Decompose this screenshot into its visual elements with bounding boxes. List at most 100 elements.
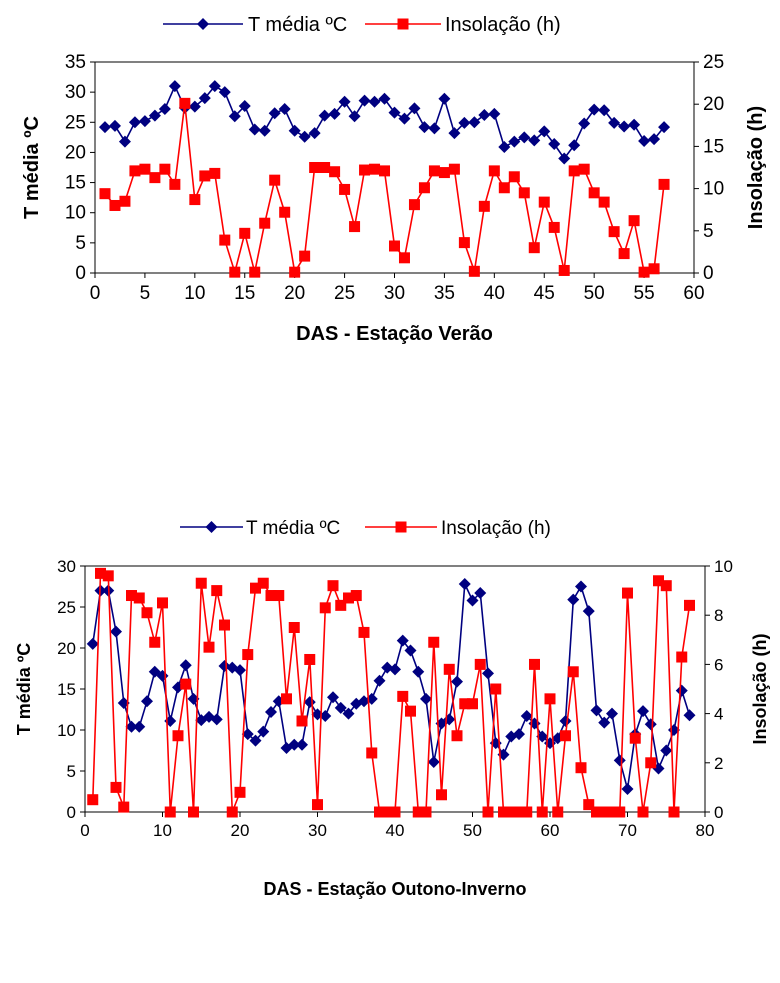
x-tick-label: 20 — [284, 283, 305, 304]
y2-tick-label: 4 — [714, 705, 723, 724]
y2-tick-label: 8 — [714, 606, 723, 625]
data-point-square — [203, 641, 215, 653]
data-point-square — [126, 590, 137, 602]
data-point-diamond — [308, 127, 321, 140]
data-point-diamond — [613, 754, 626, 767]
data-point-diamond — [288, 124, 301, 137]
data-point-square — [172, 730, 184, 742]
series-insolacao — [99, 97, 670, 278]
data-point-square — [598, 806, 610, 818]
x-tick-label: 30 — [384, 283, 405, 304]
data-point-diamond — [327, 691, 339, 704]
y2-axis-title: Insolação (h) — [745, 106, 767, 229]
data-point-square — [319, 162, 331, 173]
legend-entry: Insolação (h) — [365, 14, 561, 36]
data-point-square — [209, 167, 221, 179]
data-point-square — [229, 266, 241, 278]
data-point-square — [366, 747, 378, 759]
x-axis-title: DAS - Estação Outono-Inverno — [263, 879, 526, 899]
data-point-square — [606, 806, 618, 818]
data-point-diamond — [318, 109, 331, 122]
x-tick-label: 55 — [634, 283, 655, 304]
data-point-diamond — [575, 580, 587, 593]
y-axis-title: T média ºC — [14, 643, 34, 736]
y-tick-label: 0 — [75, 263, 86, 284]
data-point-diamond — [381, 661, 394, 674]
x-tick-label: 70 — [618, 821, 637, 840]
x-tick-label: 50 — [463, 821, 482, 840]
data-point-diamond — [188, 100, 201, 113]
data-point-diamond — [408, 102, 421, 115]
data-point-diamond — [608, 116, 621, 129]
data-point-square — [242, 649, 254, 661]
y-tick-label: 30 — [57, 557, 76, 576]
data-point-diamond — [141, 695, 153, 708]
data-point-diamond — [621, 783, 634, 796]
data-point-diamond — [378, 92, 391, 105]
data-point-square — [567, 666, 579, 678]
data-point-square — [381, 806, 393, 818]
x-tick-label: 80 — [696, 821, 715, 840]
x-tick-label: 20 — [231, 821, 250, 840]
data-point-square — [149, 172, 161, 184]
data-point-diamond — [258, 124, 271, 137]
x-tick-label: 10 — [184, 283, 205, 304]
y2-tick-label: 20 — [703, 94, 724, 115]
y2-tick-label: 5 — [703, 221, 714, 242]
data-point-diamond — [567, 593, 580, 606]
data-point-square — [676, 651, 688, 663]
data-point-diamond — [498, 141, 511, 154]
data-point-square — [273, 590, 285, 602]
data-point-square — [560, 730, 571, 742]
legend-entry: T média ºC — [180, 518, 340, 539]
data-point-square — [405, 705, 416, 717]
data-point-diamond — [588, 103, 601, 116]
data-point-square — [618, 248, 630, 260]
data-point-square — [438, 167, 450, 179]
x-tick-label: 40 — [386, 821, 405, 840]
data-point-square — [102, 570, 114, 582]
data-point-square — [133, 592, 145, 604]
y-tick-label: 30 — [65, 82, 86, 103]
series-line — [104, 103, 665, 276]
y-tick-label: 10 — [65, 203, 86, 224]
data-point-diamond — [265, 705, 277, 718]
data-point-diamond — [133, 720, 146, 733]
data-point-square — [288, 622, 300, 633]
data-point-diamond — [427, 755, 440, 768]
data-point-square — [614, 806, 626, 818]
data-point-diamond — [548, 137, 561, 150]
data-point-diamond — [675, 684, 688, 697]
data-point-diamond — [683, 709, 696, 722]
y2-tick-label: 0 — [703, 263, 714, 284]
data-point-diamond — [518, 131, 531, 144]
y-tick-label: 5 — [75, 233, 86, 254]
y-tick-label: 20 — [65, 142, 86, 163]
data-point-diamond — [278, 103, 291, 116]
x-tick-label: 35 — [434, 283, 455, 304]
series-line — [92, 572, 691, 813]
y2-tick-label: 15 — [703, 136, 724, 157]
x-tick-label: 10 — [153, 821, 172, 840]
data-point-square — [189, 194, 201, 206]
data-point-diamond — [138, 115, 151, 128]
y-tick-label: 25 — [65, 112, 86, 133]
data-point-square — [398, 252, 410, 264]
data-point-square — [521, 806, 533, 818]
data-point-square — [420, 806, 432, 818]
data-point-square — [164, 806, 176, 818]
data-point-square — [467, 698, 478, 710]
data-point-diamond — [578, 117, 591, 130]
data-point-diamond — [458, 116, 471, 129]
data-point-square — [159, 163, 171, 175]
x-axis-title: DAS - Estação Verão — [296, 323, 493, 345]
data-point-square — [199, 170, 211, 182]
data-point-diamond — [474, 587, 487, 600]
data-point-diamond — [606, 707, 618, 720]
data-point-square — [369, 163, 381, 175]
data-point-square — [558, 264, 570, 276]
y2-tick-label: 25 — [703, 52, 724, 73]
data-point-square — [474, 658, 486, 670]
data-point-square — [219, 619, 230, 631]
